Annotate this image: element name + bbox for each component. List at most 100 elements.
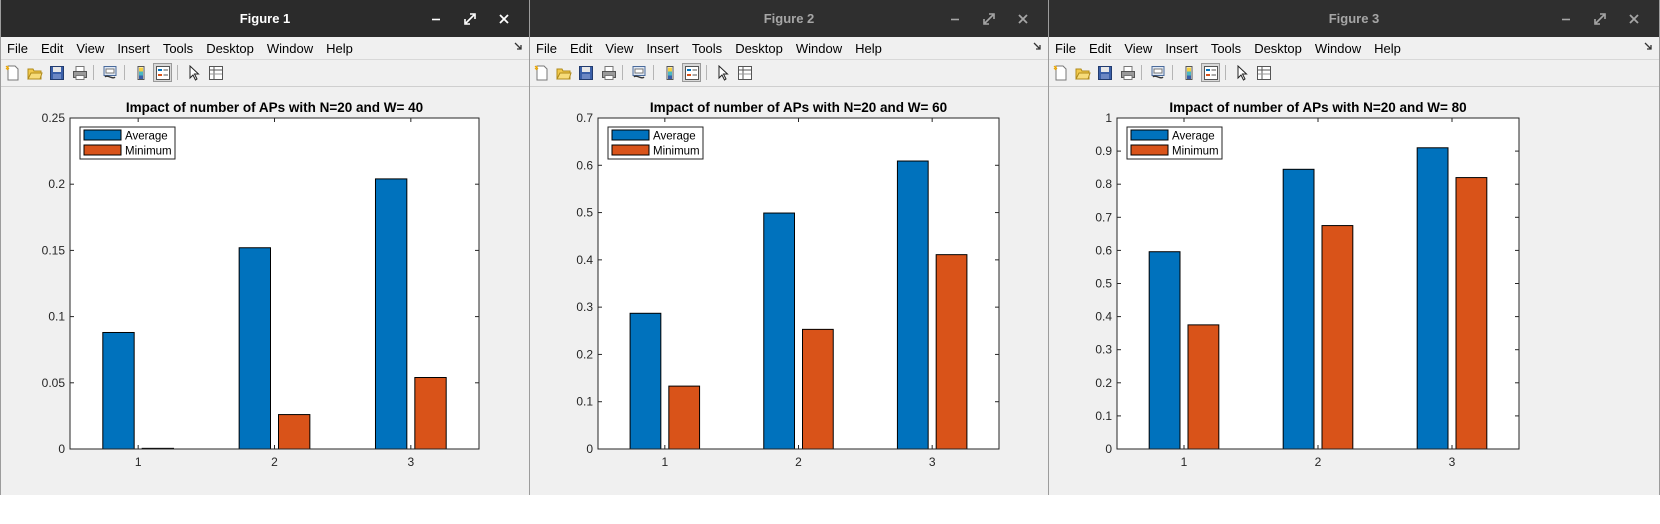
- title-bar[interactable]: Figure 1: [1, 0, 529, 37]
- print-button[interactable]: [600, 64, 617, 81]
- property-inspector-button[interactable]: [207, 64, 224, 81]
- insert-colorbar-button[interactable]: [1180, 64, 1197, 81]
- dock-figure-icon[interactable]: [1643, 41, 1653, 51]
- save-button[interactable]: [1096, 64, 1113, 81]
- dock-figure-icon[interactable]: [1032, 41, 1042, 51]
- edit-plot-arrow-button[interactable]: [1233, 64, 1250, 81]
- axes-background[interactable]: [598, 118, 999, 449]
- bar-average-1[interactable]: [629, 312, 662, 450]
- insert-legend-button[interactable]: [682, 63, 701, 82]
- maximize-icon: [464, 12, 476, 25]
- print-button[interactable]: [71, 64, 88, 81]
- x-tick-label: 2: [795, 455, 802, 469]
- maximize-button[interactable]: [453, 0, 487, 37]
- x-tick-label: 1: [661, 455, 668, 469]
- minimize-button[interactable]: [419, 0, 453, 37]
- toolbar-separator: [124, 65, 125, 80]
- insert-colorbar-button[interactable]: [132, 64, 149, 81]
- close-button[interactable]: [487, 0, 521, 37]
- insert-colorbar-button[interactable]: [661, 64, 678, 81]
- menu-view[interactable]: View: [605, 40, 634, 56]
- maximize-button[interactable]: [972, 0, 1006, 37]
- bar-minimum-3[interactable]: [414, 377, 447, 450]
- axes-box: [1116, 117, 1520, 450]
- insert-legend-button[interactable]: [1201, 63, 1220, 82]
- menu-window[interactable]: Window: [1314, 40, 1362, 56]
- new-figure-button[interactable]: [4, 64, 21, 81]
- property-inspector-button[interactable]: [1255, 64, 1272, 81]
- minimize-button[interactable]: [1549, 0, 1583, 37]
- bar-minimum-1[interactable]: [1187, 324, 1220, 450]
- bar-average-3[interactable]: [1416, 147, 1449, 450]
- bar-minimum-2[interactable]: [278, 414, 311, 450]
- y-tick-label: 0.7: [576, 111, 593, 125]
- menu-tools[interactable]: Tools: [691, 40, 723, 56]
- open-file-button[interactable]: [26, 64, 43, 81]
- minimize-button[interactable]: [938, 0, 972, 37]
- title-bar[interactable]: Figure 3: [1049, 0, 1659, 37]
- y-tick-label: 0: [58, 442, 65, 456]
- menu-window[interactable]: Window: [795, 40, 843, 56]
- bar-average-1[interactable]: [102, 331, 135, 450]
- axes-background[interactable]: [70, 118, 479, 449]
- legend[interactable]: Average Minimum: [607, 126, 704, 160]
- plot-area: Impact of number of APs with N=20 and W=…: [1, 88, 529, 495]
- dock-figure-icon[interactable]: [513, 41, 523, 51]
- print-button[interactable]: [1119, 64, 1136, 81]
- close-button[interactable]: [1617, 0, 1651, 37]
- maximize-button[interactable]: [1583, 0, 1617, 37]
- bar-average-3[interactable]: [896, 160, 929, 450]
- new-figure-button[interactable]: [533, 64, 550, 81]
- menu-tools[interactable]: Tools: [1210, 40, 1242, 56]
- bar-average-2[interactable]: [763, 212, 796, 450]
- menu-file[interactable]: File: [1055, 40, 1076, 56]
- bar-average-1[interactable]: [1148, 251, 1181, 450]
- menu-desktop[interactable]: Desktop: [206, 40, 254, 56]
- close-button[interactable]: [1006, 0, 1040, 37]
- menu-edit[interactable]: Edit: [569, 40, 593, 56]
- menu-insert[interactable]: Insert: [1165, 40, 1198, 56]
- bar-minimum-1[interactable]: [668, 385, 701, 450]
- menu-desktop[interactable]: Desktop: [1254, 40, 1302, 56]
- bar-average-3[interactable]: [374, 178, 408, 450]
- property-inspector-button[interactable]: [736, 64, 753, 81]
- link-plot-button[interactable]: [1149, 64, 1166, 81]
- open-file-button[interactable]: [555, 64, 572, 81]
- bar-minimum-3[interactable]: [935, 254, 968, 450]
- bar-minimum-2[interactable]: [802, 328, 834, 450]
- edit-plot-arrow-button[interactable]: [185, 64, 202, 81]
- menu-file[interactable]: File: [7, 40, 28, 56]
- bar-average-2[interactable]: [238, 247, 271, 450]
- bar-average-2[interactable]: [1282, 168, 1315, 450]
- title-bar[interactable]: Figure 2: [530, 0, 1048, 37]
- menu-help[interactable]: Help: [1374, 40, 1401, 56]
- bar-minimum-3[interactable]: [1455, 177, 1488, 450]
- legend-label-minimum: Minimum: [125, 146, 172, 158]
- link-plot-button[interactable]: [101, 64, 118, 81]
- menu-window[interactable]: Window: [266, 40, 314, 56]
- menu-help[interactable]: Help: [326, 40, 353, 56]
- axes-background[interactable]: [1117, 118, 1519, 449]
- save-button[interactable]: [577, 64, 594, 81]
- legend[interactable]: Average Minimum: [79, 126, 176, 160]
- menu-insert[interactable]: Insert: [646, 40, 679, 56]
- insert-legend-button[interactable]: [153, 63, 172, 82]
- save-button[interactable]: [48, 64, 65, 81]
- menu-help[interactable]: Help: [855, 40, 882, 56]
- menu-edit[interactable]: Edit: [1088, 40, 1112, 56]
- bar-minimum-2[interactable]: [1321, 225, 1354, 450]
- menu-view[interactable]: View: [76, 40, 105, 56]
- legend[interactable]: Average Minimum: [1126, 126, 1223, 160]
- menu-insert[interactable]: Insert: [117, 40, 150, 56]
- menu-desktop[interactable]: Desktop: [735, 40, 783, 56]
- menu-edit[interactable]: Edit: [40, 40, 64, 56]
- open-file-button[interactable]: [1074, 64, 1091, 81]
- y-tick-label: 0.6: [1095, 243, 1112, 257]
- y-tick-label: 0.8: [1095, 177, 1112, 191]
- menu-file[interactable]: File: [536, 40, 557, 56]
- menu-tools[interactable]: Tools: [162, 40, 194, 56]
- edit-plot-arrow-button[interactable]: [714, 64, 731, 81]
- menu-view[interactable]: View: [1124, 40, 1153, 56]
- link-plot-button[interactable]: [630, 64, 647, 81]
- new-figure-button[interactable]: [1052, 64, 1069, 81]
